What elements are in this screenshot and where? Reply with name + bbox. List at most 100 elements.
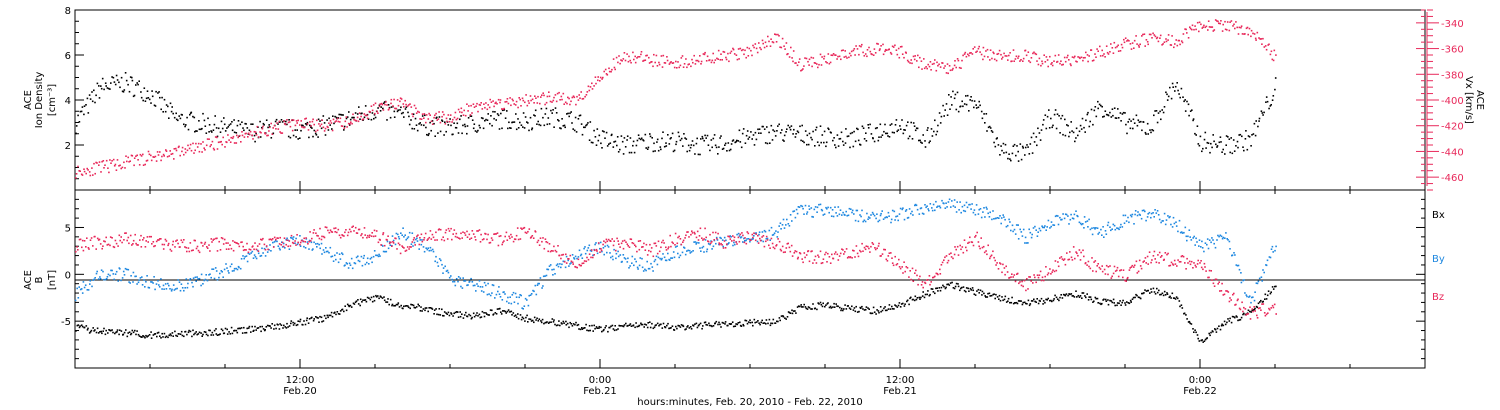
density-point <box>128 90 131 93</box>
by-point <box>1062 213 1064 215</box>
bx-point <box>922 291 924 293</box>
bx-point <box>391 304 393 307</box>
vx-point <box>858 53 860 56</box>
vx-point <box>1196 21 1199 24</box>
density-point <box>1009 158 1011 160</box>
vx-point <box>892 46 895 48</box>
bz-point <box>563 261 566 263</box>
vx-point <box>982 58 984 61</box>
vx-point <box>591 88 594 90</box>
bx-point <box>424 309 426 312</box>
bx-point <box>197 333 200 335</box>
bz-point <box>356 232 359 234</box>
vx-point <box>1247 33 1249 36</box>
bx-point <box>526 314 528 317</box>
vx-point <box>604 68 607 71</box>
density-point <box>914 129 917 132</box>
vx-point <box>253 130 256 133</box>
vx-point <box>895 49 898 51</box>
by-point <box>969 203 971 206</box>
vx-point <box>591 82 593 85</box>
by-point <box>1217 234 1219 237</box>
bx-point <box>290 320 293 322</box>
density-point <box>701 135 704 138</box>
bz-point <box>144 246 147 248</box>
bx-point <box>803 303 805 306</box>
bx-point <box>224 327 227 330</box>
vx-point <box>861 43 863 46</box>
density-point <box>306 121 309 124</box>
bx-point <box>377 295 379 297</box>
bx-point <box>543 322 545 325</box>
vx-point <box>655 54 658 57</box>
by-point <box>876 213 878 215</box>
by-point <box>153 276 155 278</box>
by-point <box>621 260 623 263</box>
bx-point <box>903 305 906 307</box>
vx-point <box>524 101 526 104</box>
bz-point <box>520 227 522 229</box>
bz-point <box>508 235 510 238</box>
bz-point <box>412 239 415 241</box>
density-point <box>931 135 934 137</box>
bx-point <box>1209 334 1211 337</box>
density-point <box>494 111 496 113</box>
bx-point <box>1051 300 1053 303</box>
bx-point <box>395 303 398 306</box>
density-point <box>1101 105 1103 108</box>
bz-point <box>397 242 400 245</box>
density-point <box>1138 121 1141 123</box>
bz-point <box>690 233 692 236</box>
top-right-tick-label: -440 <box>1441 147 1464 158</box>
vx-point <box>284 123 287 126</box>
bz-point <box>232 249 235 252</box>
by-point <box>476 283 478 285</box>
density-point <box>1141 129 1143 132</box>
density-point <box>1068 135 1070 138</box>
density-point <box>510 127 512 129</box>
bx-point <box>500 311 502 313</box>
density-point <box>632 140 635 143</box>
vx-point <box>1009 52 1011 54</box>
vx-point <box>1189 26 1191 28</box>
by-point <box>945 202 947 204</box>
by-point <box>886 216 888 219</box>
bz-point <box>436 239 438 241</box>
bx-point <box>220 328 223 330</box>
bx-point <box>602 329 605 332</box>
bx-point <box>229 333 232 335</box>
by-point <box>240 258 243 260</box>
bx-point <box>311 316 313 319</box>
density-point <box>127 83 129 86</box>
by-point <box>623 257 626 259</box>
density-point <box>172 112 174 115</box>
vx-point <box>138 164 141 166</box>
by-point <box>996 217 999 219</box>
vx-point <box>666 59 669 62</box>
density-point <box>651 137 653 139</box>
vx-point <box>830 54 833 56</box>
density-point <box>814 145 816 147</box>
by-point <box>703 251 705 253</box>
by-point <box>622 254 625 256</box>
bx-point <box>143 335 145 338</box>
density-point <box>1197 143 1200 145</box>
bx-point <box>689 326 692 328</box>
by-point <box>738 235 741 237</box>
bz-point <box>134 233 136 236</box>
density-point <box>940 115 943 118</box>
bx-point <box>1044 301 1046 304</box>
density-point <box>951 104 953 106</box>
bx-point <box>1188 320 1191 323</box>
by-point <box>803 213 805 215</box>
by-point <box>829 206 832 209</box>
bx-point <box>778 317 781 319</box>
by-point <box>204 278 207 281</box>
by-point <box>1143 209 1145 212</box>
vx-point <box>178 145 180 148</box>
bx-point <box>1054 294 1056 297</box>
density-point <box>899 128 902 130</box>
bx-point <box>1060 294 1062 296</box>
vx-point <box>165 149 167 151</box>
bx-point <box>1056 298 1059 300</box>
